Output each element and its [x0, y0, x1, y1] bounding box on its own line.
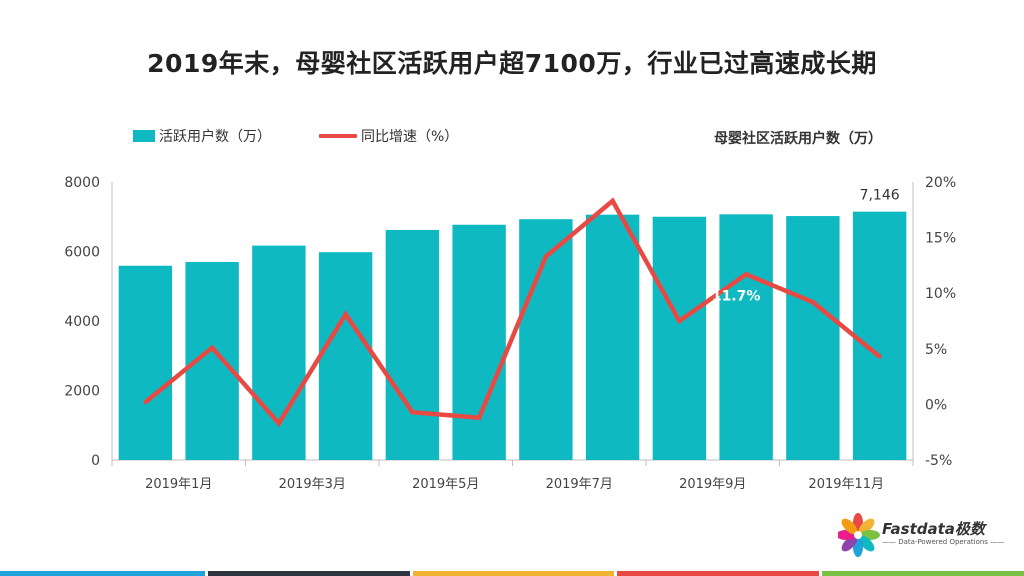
y-right-tick-label: -5%: [925, 453, 952, 469]
line-point-yoy-growth: [744, 272, 749, 277]
legend-bar-label: 活跃用户数（万）: [159, 129, 271, 145]
y-left-tick-label: 6000: [64, 245, 100, 261]
x-tick-label: 2019年3月: [279, 477, 346, 492]
y-right-tick-label: 10%: [925, 286, 956, 302]
y-right-tick-label: 0%: [925, 397, 947, 413]
y-left-tick-label: 8000: [64, 175, 100, 191]
bar-active-users: [585, 214, 640, 460]
y-left-tick-label: 0: [91, 453, 100, 469]
x-tick-label: 2019年11月: [808, 477, 884, 492]
line-point-yoy-growth: [677, 319, 682, 323]
y-right-tick-label: 15%: [925, 231, 956, 247]
x-tick-label: 2019年5月: [412, 477, 479, 492]
line-point-yoy-growth: [143, 400, 148, 405]
line-point-yoy-growth: [410, 410, 415, 415]
brand-tagline: —— Data-Powered Operations ——: [882, 538, 1005, 546]
line-data-label: 11.7%: [712, 288, 761, 304]
chart-title: 2019年末，母婴社区活跃用户超7100万，行业已过高速成长期: [147, 49, 877, 78]
line-point-yoy-growth: [877, 354, 882, 359]
line-yoy-growth: [143, 197, 882, 428]
legend-line-swatch: [319, 134, 357, 138]
y-right-tick-label: 20%: [925, 175, 956, 191]
footer-strip-segment: [412, 571, 615, 576]
legend-item-line: 同比增速（%）: [319, 126, 458, 146]
line-point-yoy-growth: [610, 198, 615, 203]
line-point-yoy-growth: [210, 345, 215, 350]
bar-active-users: [118, 265, 173, 460]
x-tick-label: 2019年1月: [145, 477, 212, 492]
y-left-tick-label: 4000: [64, 314, 100, 330]
line-point-yoy-growth: [810, 300, 815, 305]
footer-strip-segment: [0, 571, 205, 576]
chart-subtitle: 母婴社区活跃用户数（万）: [714, 131, 882, 147]
flower-logo-icon: [838, 513, 880, 557]
bar-active-users: [252, 245, 306, 460]
legend-bar-swatch: [133, 130, 155, 142]
bar-active-users: [852, 211, 907, 460]
brand-logo: Fastdata极数 —— Data-Powered Operations ——: [838, 510, 1004, 560]
bar-active-users: [652, 216, 707, 460]
legend-line-label: 同比增速（%）: [361, 129, 459, 145]
footer-strip-segment: [207, 571, 410, 576]
bar-active-users: [452, 224, 506, 460]
line-point-yoy-growth: [477, 415, 482, 420]
x-tick-label: 2019年9月: [679, 477, 746, 492]
y-right-tick-label: 5%: [925, 342, 947, 358]
legend-item-bar: 活跃用户数（万）: [133, 126, 271, 146]
bar-active-users: [318, 252, 373, 460]
line-point-yoy-growth: [276, 421, 281, 426]
footer-strip-segment: [617, 571, 820, 576]
bar-active-users: [786, 216, 840, 460]
footer-strip-segment: [822, 571, 1024, 576]
x-tick-label: 2019年7月: [546, 477, 613, 492]
bar-active-users: [719, 214, 773, 460]
line-point-yoy-growth: [343, 312, 348, 317]
bar-data-label: 7,146: [860, 188, 900, 204]
line-point-yoy-growth: [543, 254, 548, 259]
bar-active-users: [385, 229, 440, 460]
y-left-tick-label: 2000: [64, 384, 100, 400]
brand-name: Fastdata极数: [882, 520, 985, 538]
